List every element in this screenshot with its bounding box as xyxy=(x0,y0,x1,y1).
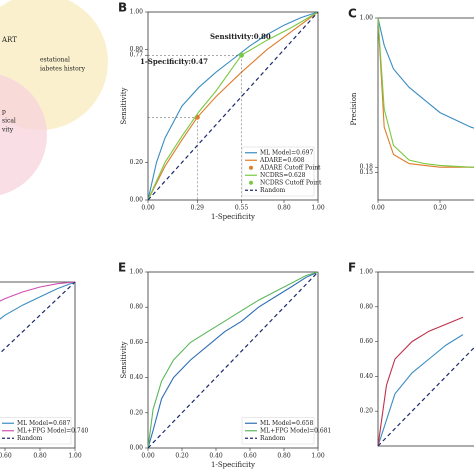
x-tick-label: 0.20 xyxy=(175,453,189,460)
curve xyxy=(147,271,319,449)
legend-label: Random xyxy=(17,435,43,442)
legend-label: ADARE Cutoff Point xyxy=(259,164,321,171)
x-tick-label: 0.80 xyxy=(277,205,291,212)
curve xyxy=(377,346,474,447)
cutoff-point xyxy=(239,52,244,58)
y-tick-label: 0.18 xyxy=(360,164,374,171)
curve xyxy=(377,17,474,168)
y-axis-label: Sensitivity xyxy=(120,87,128,124)
legend-swatch xyxy=(249,165,253,170)
y-tick-label: 0.20 xyxy=(130,159,144,166)
annotation: 1-Specificity:0.47 xyxy=(140,57,208,66)
panel-label: E xyxy=(118,261,126,275)
x-axis-label: 1-Specificity xyxy=(211,461,255,469)
curve xyxy=(0,281,76,320)
curve xyxy=(0,281,76,302)
y-tick-label: 1.00 xyxy=(360,269,374,276)
y-tick-label: 0.77 xyxy=(130,52,144,59)
plot-frame xyxy=(377,271,474,447)
legend-label: Random xyxy=(260,187,286,194)
curve xyxy=(147,11,319,201)
curve xyxy=(147,271,319,449)
legend-label: ML Model=0.697 xyxy=(260,149,313,156)
x-tick-label: 1.00 xyxy=(68,453,82,460)
y-tick-label: 0.60 xyxy=(130,339,144,346)
venn-text: sical xyxy=(2,118,16,125)
panel: E 1-Specificity Sensitivity 0.00 0.20 0.40 0.6… xyxy=(118,261,331,470)
venn-text: vity xyxy=(1,127,14,134)
x-tick-label: 1.00 xyxy=(311,205,325,212)
y-tick-label: 0.40 xyxy=(360,373,374,380)
x-tick-label: 0.00 xyxy=(141,205,155,212)
venn-text: p xyxy=(2,109,6,116)
y-tick-label: 0.40 xyxy=(130,374,144,381)
x-tick-label: 0.60 xyxy=(243,453,257,460)
legend-label: Random xyxy=(260,435,286,442)
y-tick-label: 0.20 xyxy=(130,409,144,416)
legend-label: ML Model=0.687 xyxy=(17,420,70,427)
y-tick-label: 0.20 xyxy=(360,408,374,415)
curve xyxy=(147,11,319,201)
legend-label: ML+FPG Model=0.740 xyxy=(17,427,89,434)
plot-frame xyxy=(147,11,319,201)
legend-box xyxy=(241,146,315,197)
panel: B 1-Specificity Sensitivity 0.00 0.29 0.55 0.8… xyxy=(118,1,325,222)
y-tick-label: 0.80 xyxy=(130,304,144,311)
x-tick-label: 0.00 xyxy=(371,205,385,212)
x-tick-label: 0.55 xyxy=(235,205,249,212)
x-tick-label: 0.80 xyxy=(33,453,47,460)
panel-label: C xyxy=(348,7,357,21)
y-tick-label: 0.80 xyxy=(360,303,374,310)
x-axis-label: 1-Specificity xyxy=(211,213,255,221)
curve xyxy=(377,17,474,168)
y-tick-label: 0.15 xyxy=(360,169,374,176)
legend-label: NCDRS=0.628 xyxy=(260,172,306,179)
legend-box xyxy=(0,417,72,445)
curve xyxy=(147,271,319,449)
x-tick-label: 0.20 xyxy=(433,205,447,212)
legend-label: ADARE=0.608 xyxy=(259,157,305,164)
curve xyxy=(147,11,319,201)
panel-a: ART estational iabetes history p sical v… xyxy=(0,0,108,196)
y-tick-label: 1.00 xyxy=(360,15,374,22)
panel: F 0.20 0.40 0.60 0.80 1.00 xyxy=(348,261,474,447)
y-tick-label: 0.60 xyxy=(360,338,374,345)
venn-text: iabetes history xyxy=(40,66,86,73)
plot-frame xyxy=(377,17,474,201)
legend-swatch xyxy=(249,180,253,185)
curve xyxy=(377,316,464,447)
panel-label: B xyxy=(118,1,127,15)
venn-text: ART xyxy=(1,36,17,44)
plot-frame xyxy=(147,271,319,449)
y-tick-label: 0.00 xyxy=(130,197,144,204)
x-tick-label: 0.60 xyxy=(0,453,12,460)
legend-label: NCDRS Cutoff Point xyxy=(260,179,322,186)
x-tick-label: 0.80 xyxy=(277,453,291,460)
x-tick-label: 1.00 xyxy=(311,453,325,460)
y-tick-label: 0.80 xyxy=(130,46,144,53)
x-tick-label: 0.40 xyxy=(209,453,223,460)
y-axis-label: Precision xyxy=(350,92,358,125)
y-axis-label: Sensitivity xyxy=(120,341,128,378)
plot-frame xyxy=(0,281,76,449)
y-tick-label: 1.00 xyxy=(130,269,144,276)
venn-circle xyxy=(0,74,47,196)
venn-text: estational xyxy=(40,57,70,64)
annotation: Sensitivity:0.80 xyxy=(210,32,271,41)
x-tick-label: 0.00 xyxy=(141,453,155,460)
panel-label: F xyxy=(348,261,356,275)
legend-label: ML+FPG Model=0.681 xyxy=(260,427,331,434)
curve xyxy=(377,17,474,129)
panel: C Precision 0.00 0.20 0.150.18 1.00 xyxy=(348,7,474,212)
legend-label: ML Model=0.658 xyxy=(260,420,313,427)
x-tick-label: 0.29 xyxy=(191,205,205,212)
curve xyxy=(377,334,464,447)
curve xyxy=(147,11,319,201)
y-tick-label: 0.00 xyxy=(130,445,144,452)
y-tick-label: 1.00 xyxy=(130,9,144,16)
